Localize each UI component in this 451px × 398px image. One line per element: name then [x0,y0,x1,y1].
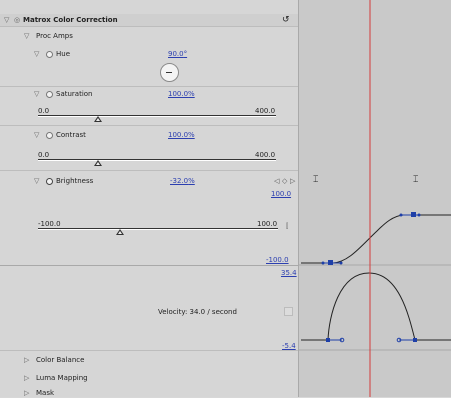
group-mask[interactable]: ▷ Mask [0,388,298,398]
param-label: Contrast [56,131,86,139]
group-luma-mapping[interactable]: ▷ Luma Mapping [0,372,298,384]
keyframe-add-icon[interactable]: ◇ [282,177,288,185]
stopwatch-icon[interactable] [46,51,53,58]
keyframe-point[interactable] [328,260,333,265]
brightness-slider-track[interactable] [38,228,278,230]
twirl-open-icon[interactable]: ▽ [24,32,30,40]
velocity-bottom-value: -5.4 [282,342,296,350]
graph-handle-icon[interactable]: ⫿ [286,222,289,230]
brightness-slider-thumb[interactable] [115,229,124,235]
stopwatch-icon[interactable] [46,91,53,98]
slider-min: 0.0 [38,151,50,159]
slider-min: 0.0 [38,107,50,115]
effect-title: Matrox Color Correction [23,16,118,24]
velocity-checkbox[interactable] [284,307,293,316]
param-label: Brightness [56,177,94,185]
keyframe-point[interactable] [411,212,416,217]
graph-top-value: 100.0 [271,190,292,198]
velocity-keyframe-point[interactable] [413,338,417,342]
velocity-curve[interactable] [301,272,451,343]
brightness-value-curve[interactable] [301,213,451,265]
saturation-slider-track[interactable] [38,115,276,117]
twirl-closed-icon[interactable]: ▷ [24,356,30,364]
param-contrast: ▽ Contrast 100.0% 0.0 400.0 [0,130,298,166]
group-proc-amps[interactable]: ▽ Proc Amps [0,30,298,42]
group-label: Proc Amps [36,32,73,40]
effect-properties-pane: ▽ ◎ Matrox Color Correction ↺ ▽ Proc Amp… [0,0,299,397]
param-label: Hue [56,50,71,58]
saturation-value[interactable]: 100.0% [168,90,195,98]
hue-value[interactable]: 90.0° [168,50,188,58]
twirl-open-icon[interactable]: ▽ [34,90,40,98]
keyframe-marker-icon[interactable]: ⌶ [313,175,319,185]
stopwatch-icon[interactable] [46,132,53,139]
velocity-label: Velocity: 34.0 / second [158,308,237,316]
param-saturation: ▽ Saturation 100.0% 0.0 400.0 [0,89,298,125]
velocity-top-value: 35.4 [281,269,297,277]
keyframe-timeline-pane[interactable]: ⌶ ⌶ [299,0,451,397]
twirl-open-icon[interactable]: ▽ [4,16,10,24]
twirl-closed-icon[interactable]: ▷ [24,389,30,397]
reset-icon[interactable]: ↺ [282,15,290,25]
stopwatch-active-icon[interactable] [46,178,53,185]
hue-dial-pointer [166,72,172,73]
fx-toggle-icon[interactable]: ◎ [14,16,21,24]
keyframe-marker-icon[interactable]: ⌶ [413,175,419,185]
twirl-closed-icon[interactable]: ▷ [24,374,30,382]
param-label: Saturation [56,90,93,98]
slider-max: 400.0 [255,151,276,159]
slider-min: -100.0 [38,220,61,228]
graph-bottom-value: -100.0 [266,256,289,264]
twirl-open-icon[interactable]: ▽ [34,131,40,139]
param-brightness: ▽ Brightness -32.0% ◁ ◇ ▷ 100.0 -100.0 1… [0,175,298,265]
brightness-value[interactable]: -32.0% [170,177,195,185]
velocity-graph-labels: 35.4 Velocity: 34.0 / second -5.4 [0,268,298,350]
contrast-slider-thumb[interactable] [93,160,102,166]
slider-max: 400.0 [255,107,276,115]
keyframe-next-icon[interactable]: ▷ [290,177,296,185]
group-label: Luma Mapping [36,374,88,382]
saturation-slider-thumb[interactable] [93,116,102,122]
velocity-keyframe-point[interactable] [326,338,330,342]
group-color-balance[interactable]: ▷ Color Balance [0,354,298,366]
keyframe-prev-icon[interactable]: ◁ [274,177,280,185]
hue-dial[interactable] [160,63,179,82]
group-label: Color Balance [36,356,85,364]
contrast-slider-track[interactable] [38,159,276,161]
contrast-value[interactable]: 100.0% [168,131,195,139]
group-label: Mask [36,389,55,397]
twirl-open-icon[interactable]: ▽ [34,177,40,185]
effect-header[interactable]: ▽ ◎ Matrox Color Correction ↺ [0,14,298,27]
keyframe-graphs [299,0,451,397]
param-hue: ▽ Hue 90.0° [0,49,298,87]
slider-max: 100.0 [257,220,278,228]
twirl-open-icon[interactable]: ▽ [34,50,40,58]
